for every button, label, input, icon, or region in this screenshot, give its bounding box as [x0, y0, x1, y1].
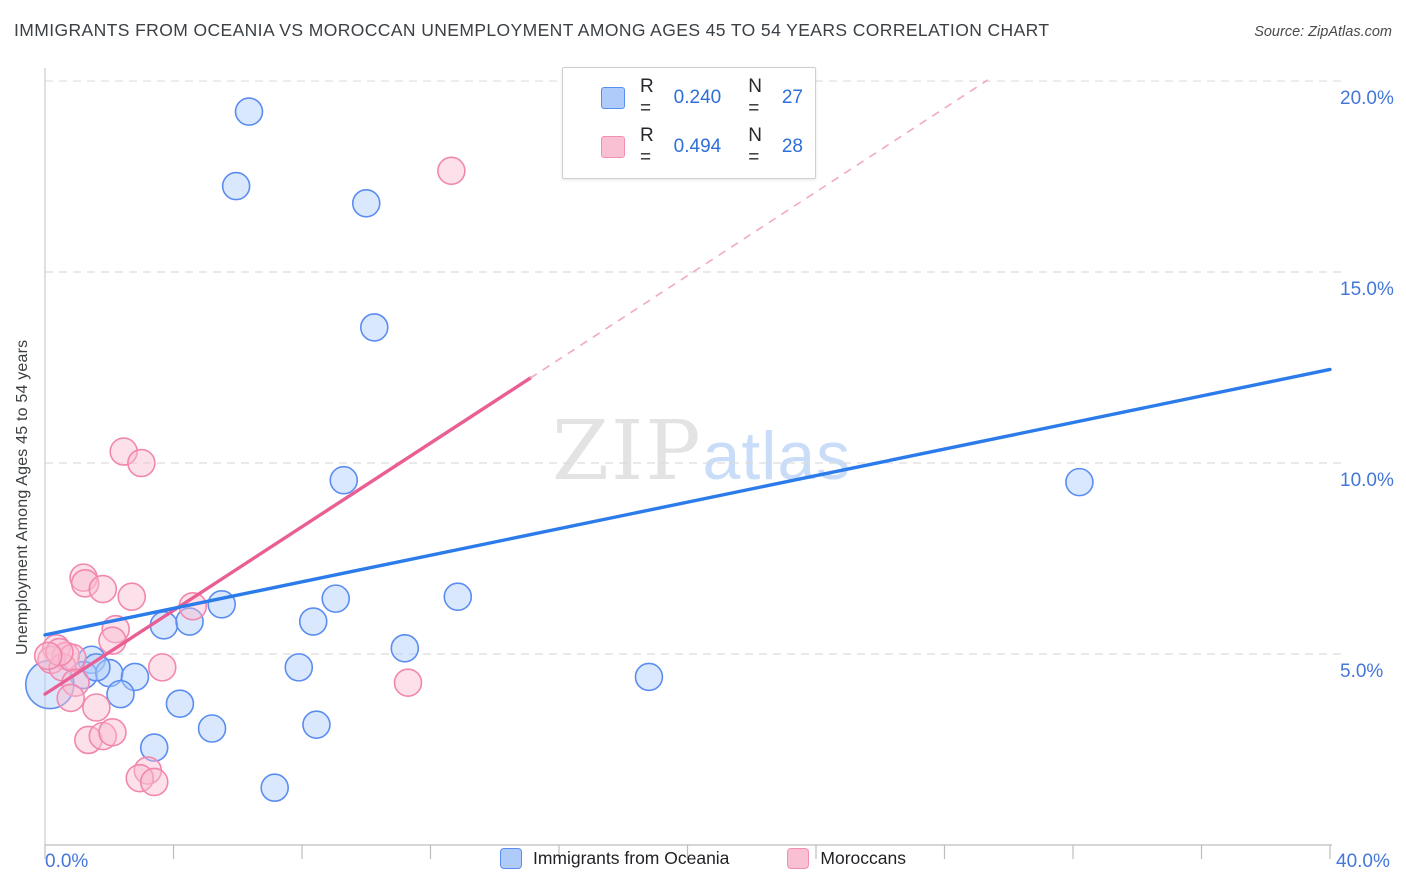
data-point-oceania[interactable] — [321, 584, 351, 613]
y-tick-label: 5.0% — [1340, 661, 1384, 682]
data-point-moroccans[interactable] — [45, 637, 74, 667]
data-point-oceania[interactable] — [139, 733, 169, 762]
data-point-oceania[interactable] — [221, 171, 251, 201]
data-point-moroccans[interactable] — [109, 437, 139, 466]
r-label: R = — [640, 76, 654, 119]
legend-label-oceania: Immigrants from Oceania — [532, 848, 730, 868]
trend-line-moroccans-extension — [529, 79, 989, 379]
y-tick-label: 20.0% — [1340, 88, 1394, 110]
data-point-oceania[interactable] — [302, 710, 331, 739]
data-point-moroccans[interactable] — [33, 641, 63, 671]
legend-item-oceania: Immigrants from Oceania — [499, 848, 730, 869]
trend-line-oceania — [43, 367, 1332, 637]
correlation-legend-box: R = 0.240 N = 27 R = 0.494 N = 28 — [562, 67, 816, 179]
n-label: N = — [748, 76, 762, 119]
data-point-moroccans[interactable] — [88, 574, 118, 604]
data-point-oceania[interactable] — [329, 465, 359, 495]
data-point-moroccans[interactable] — [393, 668, 423, 697]
y-tick-label: 10.0% — [1340, 470, 1394, 492]
n-value-moroccans: 28 — [781, 136, 803, 157]
series-legend: Immigrants from Oceania Moroccans — [0, 848, 1406, 869]
data-point-moroccans[interactable] — [139, 767, 169, 797]
source-attribution: Source: ZipAtlas.com — [1254, 24, 1392, 40]
data-point-moroccans[interactable] — [98, 718, 127, 747]
data-point-moroccans[interactable] — [70, 569, 100, 598]
legend-row-oceania: R = 0.240 N = 27 — [601, 76, 803, 120]
data-point-oceania[interactable] — [165, 689, 195, 718]
data-point-oceania[interactable] — [106, 679, 135, 709]
data-point-oceania[interactable] — [390, 633, 420, 663]
oceania-swatch — [601, 87, 625, 109]
data-point-oceania[interactable] — [260, 773, 289, 803]
data-point-moroccans[interactable] — [82, 693, 111, 722]
n-label: N = — [748, 125, 762, 168]
data-point-oceania[interactable] — [1065, 467, 1094, 497]
legend-label-moroccans: Moroccans — [820, 848, 907, 868]
data-point-moroccans[interactable] — [147, 653, 177, 682]
n-value-oceania: 27 — [781, 87, 803, 108]
data-point-oceania[interactable] — [197, 714, 227, 743]
trend-line-moroccans — [43, 376, 532, 696]
moroccans-swatch — [787, 848, 810, 869]
data-point-oceania[interactable] — [284, 653, 314, 682]
page-title: IMMIGRANTS FROM OCEANIA VS MOROCCAN UNEM… — [14, 20, 1050, 40]
x-axis-min-label: 0.0% — [45, 851, 89, 872]
r-label: R = — [640, 125, 654, 168]
moroccans-swatch — [601, 136, 625, 158]
data-point-oceania[interactable] — [298, 607, 328, 636]
x-axis-max-label: 40.0% — [1336, 851, 1390, 872]
data-point-moroccans[interactable] — [117, 582, 147, 612]
data-point-oceania[interactable] — [351, 188, 381, 218]
data-point-moroccans[interactable] — [41, 633, 71, 663]
data-point-oceania[interactable] — [234, 97, 264, 126]
data-point-oceania[interactable] — [359, 313, 389, 342]
data-point-moroccans[interactable] — [437, 156, 466, 186]
data-point-oceania[interactable] — [634, 662, 664, 692]
r-value-moroccans: 0.494 — [673, 136, 722, 157]
data-point-oceania[interactable] — [443, 582, 473, 612]
data-point-moroccans[interactable] — [56, 683, 85, 713]
legend-item-moroccans: Moroccans — [787, 848, 906, 869]
r-value-oceania: 0.240 — [673, 87, 722, 108]
oceania-swatch — [499, 848, 522, 869]
legend-row-moroccans: R = 0.494 N = 28 — [601, 125, 803, 169]
data-point-moroccans[interactable] — [127, 448, 156, 478]
y-tick-label: 15.0% — [1340, 279, 1394, 301]
